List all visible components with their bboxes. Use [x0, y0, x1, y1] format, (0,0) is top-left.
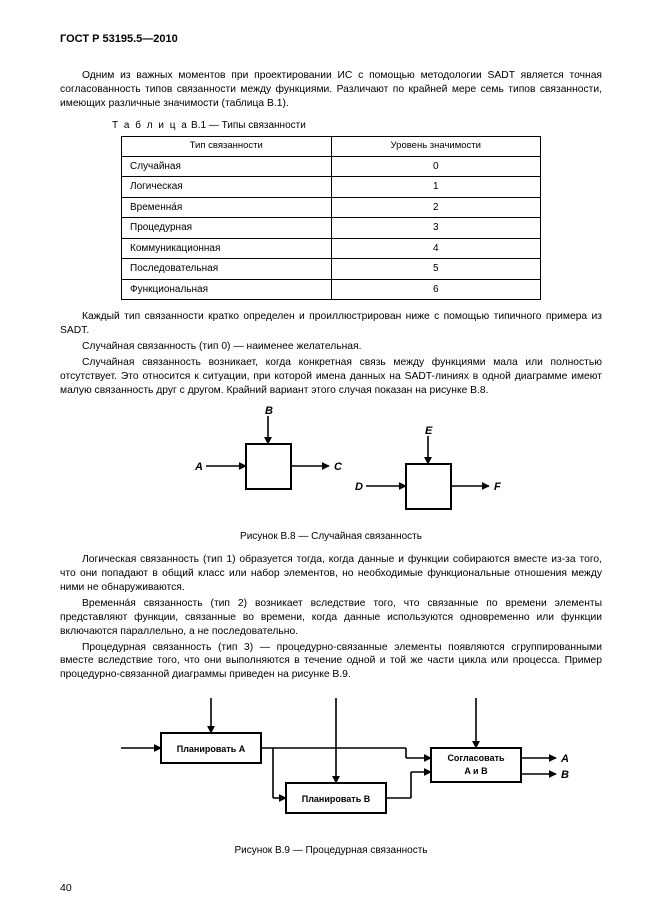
para-type0a: Случайная связанность (тип 0) — наименее…: [60, 340, 602, 354]
doc-header: ГОСТ Р 53195.5—2010: [60, 32, 602, 47]
table-row: Процедурная3: [122, 218, 541, 239]
table-row: Логическая1: [122, 177, 541, 198]
box-coord-1: Согласовать: [447, 753, 505, 763]
label-e: E: [425, 425, 433, 437]
label-c: C: [334, 461, 343, 473]
document-page: ГОСТ Р 53195.5—2010 Одним из важных моме…: [0, 0, 646, 913]
table-col-header-1: Тип связанности: [122, 137, 332, 157]
table-caption-prefix: Т а б л и ц а: [112, 120, 188, 131]
out-b: B: [561, 769, 569, 781]
table-row: Последовательная5: [122, 259, 541, 280]
table-row: Временна́я2: [122, 197, 541, 218]
para-type1: Логическая связанность (тип 1) образуетс…: [60, 553, 602, 595]
para-type0b: Случайная связанность возникает, когда к…: [60, 356, 602, 398]
cohesion-table: Тип связанности Уровень значимости Случа…: [121, 136, 541, 300]
box-plan-a: Планировать A: [177, 744, 246, 754]
page-number: 40: [60, 881, 72, 895]
label-a: A: [194, 461, 203, 473]
figure-b9: Планировать A Планировать B Согласовать …: [91, 688, 571, 838]
para-type2: Временна́я связанность (тип 2) возникает…: [60, 597, 602, 639]
table-caption: Т а б л и ц а В.1 — Типы связанности: [112, 119, 602, 133]
table-row: Функциональная6: [122, 279, 541, 300]
para-each-type: Каждый тип связанности кратко определен …: [60, 310, 602, 338]
para-type3: Процедурная связанность (тип 3) — процед…: [60, 641, 602, 683]
label-d: D: [355, 481, 363, 493]
label-f: F: [494, 481, 501, 493]
figure-b8: A B C D E F: [151, 404, 511, 524]
table-row: Случайная0: [122, 156, 541, 177]
intro-paragraph: Одним из важных моментов при проектирова…: [60, 69, 602, 111]
box-plan-b: Планировать B: [302, 794, 371, 804]
label-b: B: [265, 405, 273, 417]
out-a: A: [560, 753, 569, 765]
box-coord-2: A и B: [464, 766, 488, 776]
table-row: Коммуникационная4: [122, 238, 541, 259]
table-col-header-2: Уровень значимости: [331, 137, 541, 157]
figure-b8-caption: Рисунок В.8 — Случайная связанность: [60, 530, 602, 544]
figure-b9-caption: Рисунок В.9 — Процедурная связанность: [60, 844, 602, 858]
table-caption-rest: В.1 — Типы связанности: [188, 120, 306, 131]
